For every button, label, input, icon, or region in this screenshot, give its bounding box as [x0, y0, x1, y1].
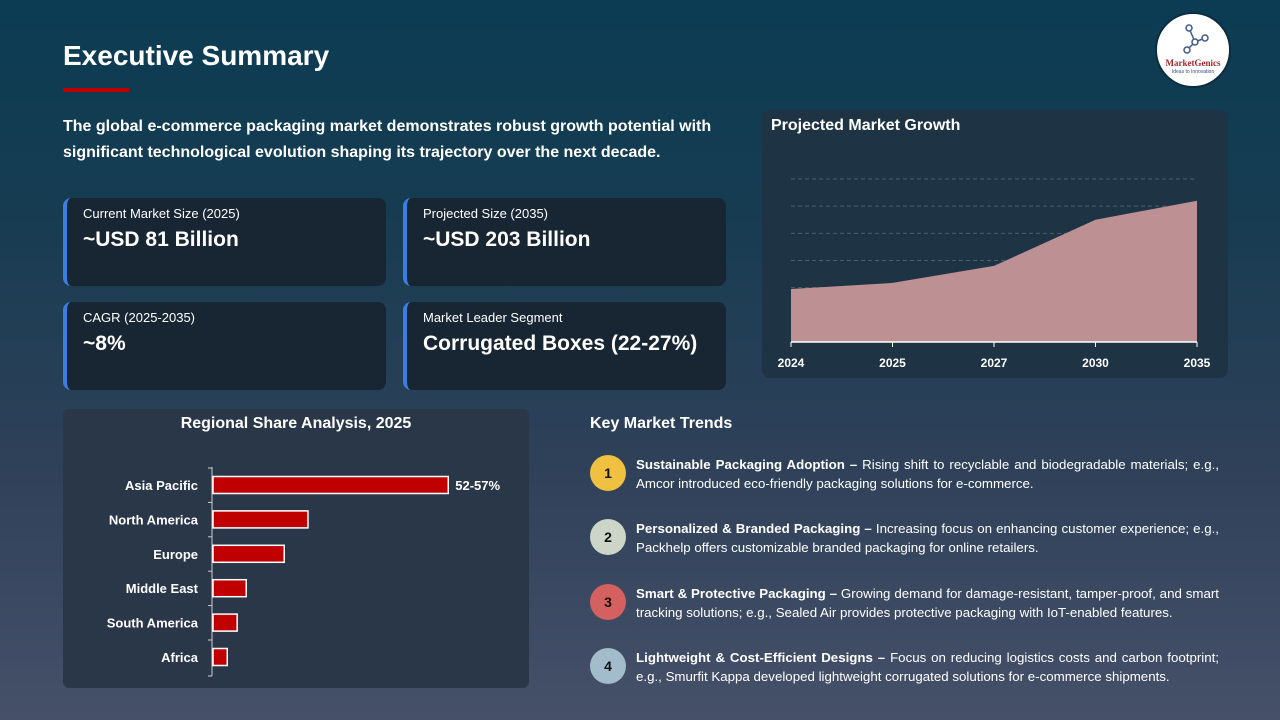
trend-number-badge: 3 — [590, 584, 626, 620]
molecule-icon — [1183, 24, 1209, 54]
intro-text: The global e-commerce packaging market d… — [63, 118, 712, 161]
trend-text: Lightweight & Cost-Efficient Designs – F… — [636, 648, 1219, 686]
bar-europe — [212, 544, 285, 564]
trend-heading: Personalized & Branded Packaging – — [636, 521, 872, 536]
trend-number-badge: 1 — [590, 455, 626, 491]
growth-chart-panel: Projected Market Growth 2024 2025 2027 2030… — [762, 110, 1228, 378]
card-value: ~8% — [83, 332, 126, 355]
trend-number-badge: 2 — [590, 519, 626, 555]
growth-area — [791, 200, 1197, 342]
growth-chart: 2024 2025 2027 2030 2035 — [778, 178, 1211, 370]
category-label: North America — [109, 512, 199, 527]
bar-africa — [212, 647, 228, 667]
trend-text: Sustainable Packaging Adoption – Rising … — [636, 455, 1219, 493]
category-label: Europe — [153, 547, 198, 562]
page-title: Executive Summary — [63, 40, 330, 71]
card-label: Market Leader Segment — [423, 310, 563, 325]
regional-chart-panel: Regional Share Analysis, 2025 Asia Pacif… — [63, 409, 529, 688]
trend-heading: Lightweight & Cost-Efficient Designs – — [636, 650, 886, 665]
card-value: ~USD 81 Billion — [83, 228, 239, 251]
x-tick-label: 2030 — [1082, 356, 1109, 370]
trend-text: Smart & Protective Packaging – Growing d… — [636, 584, 1219, 622]
category-label: Middle East — [126, 581, 199, 596]
card-current-market-size: Current Market Size (2025) ~USD 81 Billio… — [63, 198, 386, 286]
card-label: CAGR (2025-2035) — [83, 310, 195, 325]
trend-description: Growing demand for damage-resistant, tam… — [636, 586, 1219, 620]
title-underline — [63, 88, 129, 92]
bar-north-america — [212, 510, 309, 529]
card-market-leader: Market Leader Segment Corrugated Boxes (2… — [403, 302, 726, 390]
trend-heading: Sustainable Packaging Adoption – — [636, 457, 858, 472]
trend-description: Increasing focus on enhancing customer e… — [636, 521, 1219, 555]
trend-number-badge: 4 — [590, 648, 626, 684]
category-label: Asia Pacific — [125, 478, 198, 493]
card-label: Projected Size (2035) — [423, 206, 549, 221]
growth-chart-title: Projected Market Growth — [771, 117, 961, 134]
card-projected-size: Projected Size (2035) ~USD 203 Billion — [403, 198, 726, 286]
x-tick-label: 2024 — [778, 356, 805, 370]
card-value: ~USD 203 Billion — [423, 228, 591, 251]
logo-name: MarketGenics — [1165, 58, 1221, 68]
card-value: Corrugated Boxes (22-27%) — [423, 332, 698, 355]
x-tick-label: 2025 — [879, 356, 906, 370]
x-tick-label: 2027 — [981, 356, 1008, 370]
category-label: Africa — [161, 650, 199, 665]
logo-tagline: Ideas to Innovation — [1171, 69, 1215, 75]
regional-chart: Asia Pacific 52-57% North America Europe Mid… — [107, 467, 501, 677]
bar-middle-east — [212, 578, 247, 598]
trend-heading: Smart & Protective Packaging – — [636, 586, 838, 601]
company-logo: MarketGenics Ideas to Innovation — [1155, 12, 1231, 88]
regional-chart-title: Regional Share Analysis, 2025 — [180, 415, 412, 432]
x-tick-label: 2035 — [1184, 356, 1211, 370]
trend-description: Focus on reducing logistics costs and ca… — [636, 650, 1220, 684]
category-label: South America — [107, 616, 199, 631]
trend-text: Personalized & Branded Packaging – Incre… — [636, 519, 1219, 557]
card-label: Current Market Size (2025) — [83, 206, 240, 221]
trends-title: Key Market Trends — [590, 415, 733, 432]
data-label: 52-57% — [455, 478, 500, 493]
card-cagr: CAGR (2025-2035) ~8% — [63, 302, 386, 390]
trend-description: Rising shift to recyclable and biodegrad… — [636, 457, 1219, 491]
bar-asia-pacific — [212, 475, 450, 495]
bar-south-america — [212, 613, 238, 632]
